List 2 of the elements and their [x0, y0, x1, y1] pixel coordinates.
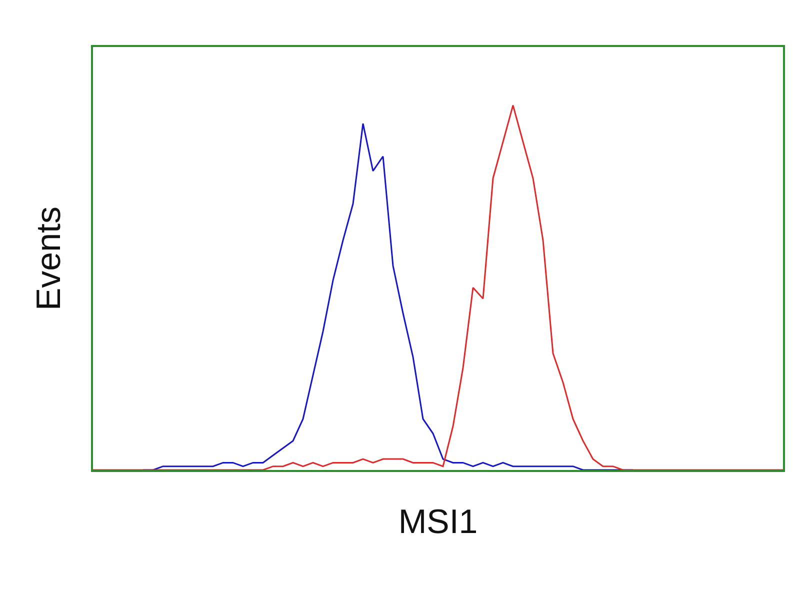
x-axis-title: MSI1: [398, 503, 478, 542]
y-axis-title: Events: [30, 206, 68, 310]
